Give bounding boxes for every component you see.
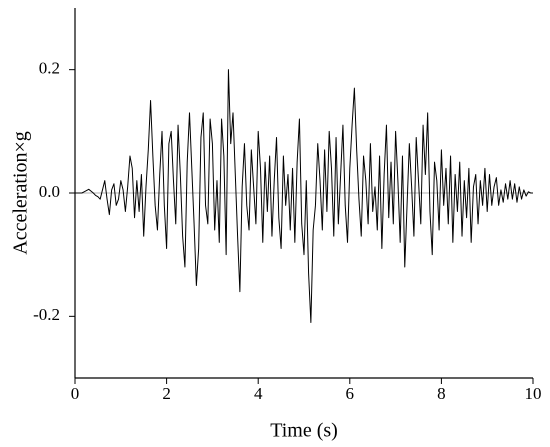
x-tick-label: 0 [71,384,80,403]
x-tick-label: 2 [162,384,171,403]
y-axis-label: Acceleration×g [10,131,32,254]
x-tick-label: 4 [254,384,263,403]
y-tick-label: 0.0 [39,182,60,201]
x-tick-label: 6 [346,384,355,403]
x-tick-label: 8 [437,384,446,403]
x-tick-label: 10 [525,384,542,403]
signal-line [75,69,533,323]
y-tick-label: -0.2 [33,305,60,324]
y-tick-label: 0.2 [39,59,60,78]
x-axis-label: Time (s) [270,420,338,442]
